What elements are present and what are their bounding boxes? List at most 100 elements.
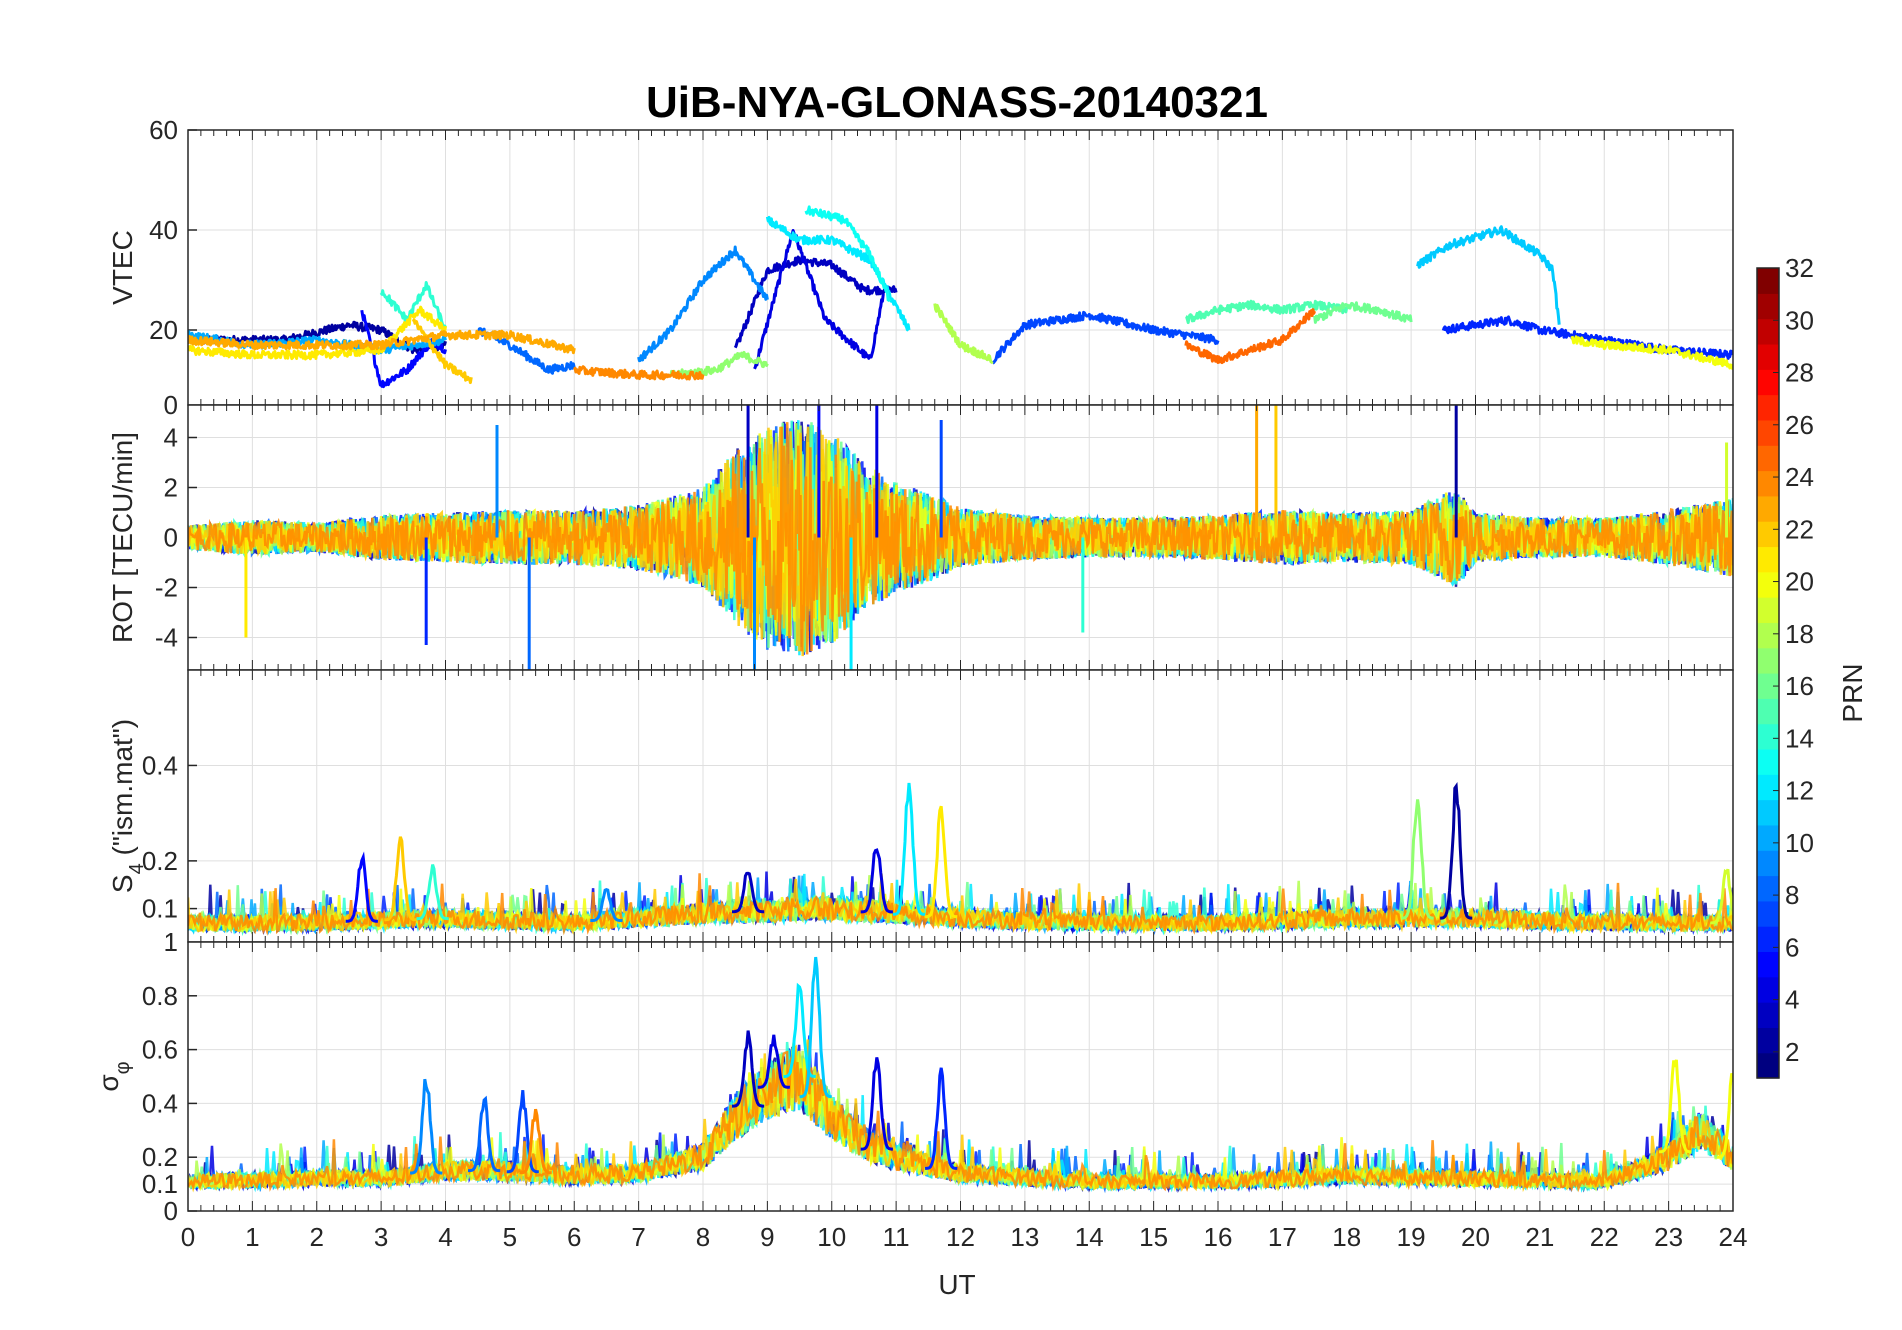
colorbar-tick-label: 22 (1785, 514, 1814, 544)
s4-trace-prn-24 (188, 873, 1733, 936)
y-tick-label: 0.4 (142, 1088, 178, 1118)
colorbar-tick-label: 14 (1785, 723, 1814, 753)
vtec-trace-prn-7 (991, 310, 1220, 365)
colorbar-bin (1757, 824, 1779, 851)
x-tick-label: 2 (310, 1222, 324, 1252)
y-tick-label: 4 (164, 423, 178, 453)
peak-prn-3 (732, 871, 765, 914)
vtec-trace-prn-20 (1570, 335, 1733, 370)
colorbar-bin (1757, 268, 1779, 294)
x-tick-label: 0 (181, 1222, 195, 1252)
colorbar-bin (1757, 900, 1779, 927)
colorbar-tick-label: 26 (1785, 410, 1814, 440)
colorbar-bin (1757, 673, 1779, 699)
peak-prn-14 (416, 864, 449, 921)
colorbar-bin (1757, 597, 1779, 623)
peak-prn-20 (1716, 1072, 1733, 1159)
colorbar-tick-label: 6 (1785, 932, 1799, 962)
vtec-trace-prn-15 (1185, 299, 1349, 325)
peak-prn-4 (860, 1057, 893, 1151)
y-tick-label: 0.1 (142, 1169, 178, 1199)
colorbar-bin (1757, 571, 1779, 598)
y-tick-label: 0 (164, 523, 178, 553)
vtec-trace-prn-22 (411, 318, 473, 385)
x-tick-label: 14 (1075, 1222, 1104, 1252)
data-lines (188, 405, 1733, 670)
colorbar-tick-label: 12 (1785, 776, 1814, 806)
data-lines (188, 205, 1733, 389)
peak-prn-9 (409, 1078, 443, 1175)
colorbar-bin (1757, 495, 1779, 522)
peak-prn-8 (468, 1095, 501, 1173)
x-tick-label: 21 (1525, 1222, 1554, 1252)
colorbar-bin (1757, 622, 1779, 649)
x-tick-label: 9 (760, 1222, 774, 1252)
colorbar-bin (1757, 546, 1779, 573)
colorbar-tick-label: 28 (1785, 358, 1814, 388)
vtec-trace-prn-13 (804, 205, 892, 303)
x-tick-label: 16 (1204, 1222, 1233, 1252)
x-tick-label: 4 (438, 1222, 452, 1252)
peak-prn-9 (590, 887, 623, 922)
colorbar-bin (1757, 723, 1779, 750)
colorbar-bin (1757, 1052, 1779, 1079)
peak-prn-20 (1659, 1059, 1692, 1154)
peak-prn-5 (345, 851, 378, 923)
colorbar-bin (1757, 419, 1779, 446)
x-axis-label: UT (938, 1269, 975, 1300)
colorbar-tick-label: 8 (1785, 880, 1799, 910)
peak-prn-12 (783, 982, 816, 1078)
colorbar-bin (1757, 521, 1779, 548)
colorbar-tick-label: 10 (1785, 828, 1814, 858)
colorbar-tick-label: 2 (1785, 1037, 1799, 1067)
y-tick-label: 60 (149, 115, 178, 145)
x-tick-label: 1 (245, 1222, 259, 1252)
y-tick-label: 0 (164, 1196, 178, 1226)
vtec-trace-prn-11 (1416, 225, 1561, 325)
vtec-trace-prn-4 (753, 229, 885, 370)
vtec-trace-prn-14 (379, 281, 447, 330)
y-axis-label: σφ (93, 1061, 134, 1091)
vtec-trace-prn-17 (669, 350, 769, 379)
x-tick-label: 22 (1590, 1222, 1619, 1252)
x-tick-label: 23 (1654, 1222, 1683, 1252)
colorbar-bin (1757, 698, 1779, 725)
vtec-trace-prn-25 (1184, 308, 1317, 365)
vtec-trace-prn-16 (1313, 301, 1413, 324)
y-axis-label: ROT [TECU/min] (107, 432, 138, 643)
y-tick-label: 40 (149, 215, 178, 245)
peak-prn-4 (860, 848, 893, 914)
panel-frame (187, 941, 1734, 1212)
colorbar-bin (1757, 293, 1779, 320)
vtec-trace-prn-24 (572, 365, 705, 381)
colorbar-label: PRN (1837, 663, 1868, 722)
peak-prn-4 (757, 1034, 791, 1089)
vtec-trace-prn-23 (188, 329, 576, 355)
y-axis-label: VTEC (107, 230, 138, 305)
vtec-trace-prn-9 (637, 245, 769, 363)
x-tick-label: 11 (883, 1222, 910, 1252)
colorbar-tick-label: 30 (1785, 305, 1814, 335)
colorbar-tick-label: 32 (1785, 253, 1814, 283)
peak-prn-22 (384, 836, 417, 922)
data-lines (188, 781, 1733, 937)
colorbar-bin (1757, 799, 1779, 826)
x-tick-label: 3 (374, 1222, 388, 1252)
colorbar-tick-label: 16 (1785, 671, 1814, 701)
colorbar-bin (1757, 748, 1779, 775)
colorbar-tick-label: 18 (1785, 619, 1814, 649)
colorbar-tick-label: 24 (1785, 462, 1814, 492)
s4-trace-prn-18 (188, 875, 1733, 936)
colorbar-bin (1757, 875, 1779, 902)
y-tick-label: 20 (149, 315, 178, 345)
peak-prn-6 (924, 1067, 958, 1170)
x-tick-label: 10 (817, 1222, 846, 1252)
peak-prn-11 (799, 956, 832, 1099)
x-tick-label: 13 (1010, 1222, 1039, 1252)
y-tick-label: 0.2 (142, 846, 178, 876)
colorbar-bin (1757, 318, 1779, 345)
peak-prn-12 (892, 782, 926, 916)
sigma-phi-trace-prn-24 (188, 1049, 1733, 1193)
